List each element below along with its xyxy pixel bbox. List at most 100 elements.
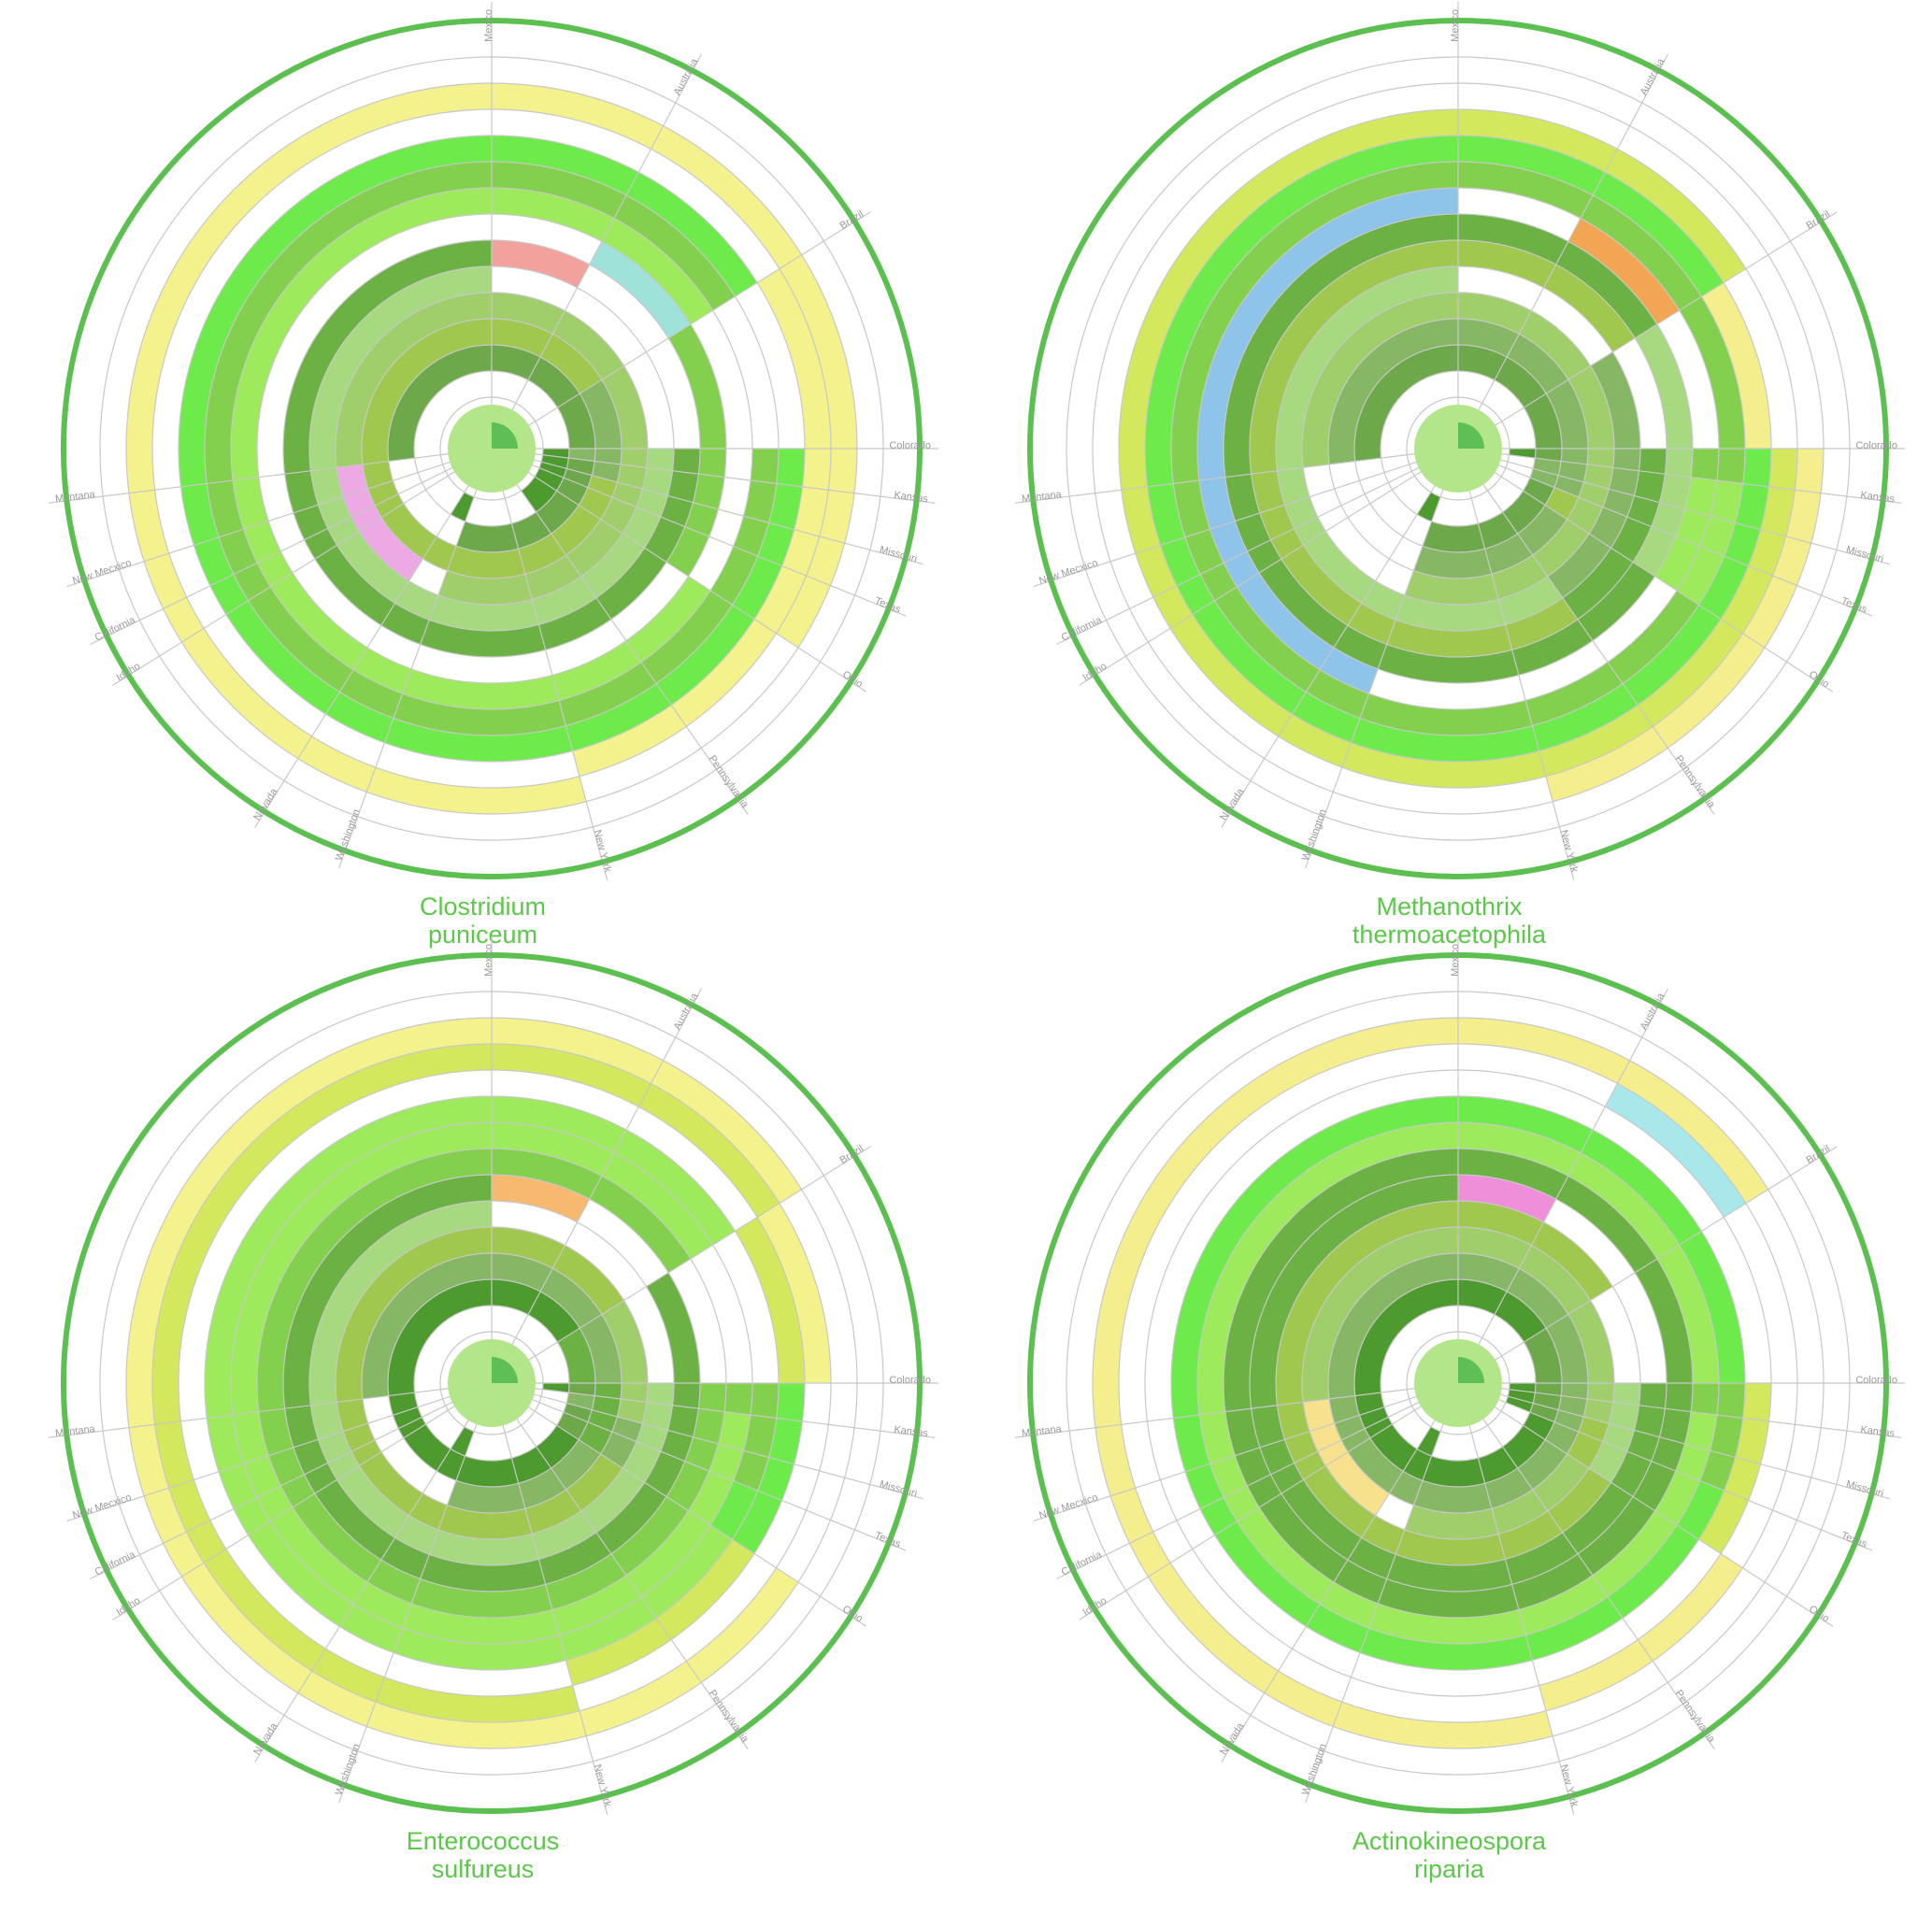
category-label-1-10: New York <box>592 829 614 874</box>
spoke-2-8 <box>1493 470 1834 692</box>
arc-segment-4-24 <box>1654 1411 1717 1525</box>
arc-segment-4-19 <box>1635 1259 1693 1383</box>
hub-4 <box>1414 1339 1502 1427</box>
spoke-2-12 <box>1033 461 1419 588</box>
spoke-2-15 <box>1221 483 1437 828</box>
arc-segment-4-8 <box>1509 1383 1537 1393</box>
arc-segment-1-13 <box>587 475 618 498</box>
category-label-3-4: Colorado <box>889 1375 931 1386</box>
spoke-4-16 <box>1304 1422 1445 1804</box>
arc-segment-3-13 <box>557 1328 595 1383</box>
arc-segment-1-1 <box>492 240 590 288</box>
category-label-3-11: Montana <box>54 1423 96 1439</box>
radial-chart-3: MexicoAustraliaBrazilColoradoKansasMisso… <box>48 936 938 1815</box>
chart-panel-2: Mexico Australia Brazil Colorado Kansas Misso… <box>966 0 1932 956</box>
spoke-1-16 <box>337 488 479 869</box>
spoke-2-16 <box>1304 488 1445 869</box>
arc-segment-1-27 <box>572 619 777 777</box>
category-label-1-4: Colorado <box>889 440 931 451</box>
arc-segment-1-24 <box>757 449 805 566</box>
arc-segment-2-21 <box>1633 449 1693 577</box>
category-label-3-10: New York <box>592 1763 614 1808</box>
spoke-3-16 <box>337 1422 479 1804</box>
spoke-4-15 <box>1221 1418 1437 1763</box>
spoke-1-7 <box>530 464 907 617</box>
spoke-2-3 <box>1493 211 1838 427</box>
arc-segment-4-26 <box>1699 1383 1745 1491</box>
arc-segment-2-33 <box>1538 619 1743 777</box>
chart-title-2-line-1: Methanothrix <box>1376 892 1523 921</box>
arc-group-1 <box>125 83 857 815</box>
spoke-4-11 <box>1014 1387 1417 1438</box>
category-label-1-5: Kansas <box>894 490 929 505</box>
arc-segment-4-11 <box>1545 1395 1587 1454</box>
category-label-3-5: Kansas <box>894 1424 929 1439</box>
category-label-2-10: New York <box>1558 829 1581 874</box>
chart-title-3-line-1: Enterococcus <box>406 1827 560 1855</box>
radial-chart-4: MexicoAustraliaBrazilColoradoKansasMisso… <box>1014 936 1905 1815</box>
spoke-4-8 <box>1493 1405 1834 1627</box>
grid-group-1 <box>48 2 938 880</box>
outer-ring-3 <box>61 952 923 1814</box>
arc-segment-3-21 <box>646 1272 700 1383</box>
spoke-1-11 <box>48 452 451 504</box>
spoke-1-14 <box>112 470 457 686</box>
chart-title-2-line-2: thermoacetophila <box>1352 921 1547 949</box>
hub-2 <box>1414 405 1502 493</box>
spoke-1-3 <box>526 211 871 427</box>
category-label-4-6: Missouri <box>1845 1478 1885 1499</box>
arc-segment-1-17 <box>668 324 726 449</box>
arc-segment-4-31 <box>1538 1553 1743 1711</box>
spoke-2-13 <box>1056 466 1421 646</box>
category-label-2-1: Mexico <box>1450 9 1461 42</box>
category-label-3-6: Missouri <box>879 1478 919 1499</box>
hub-3 <box>448 1339 536 1427</box>
arc-segment-2-29 <box>1724 449 1771 566</box>
arc-segment-4-4 <box>1417 1426 1441 1456</box>
category-label-4-4: Colorado <box>1855 1375 1897 1386</box>
category-label-4-5: Kansas <box>1860 1424 1896 1439</box>
spoke-3-15 <box>254 1418 470 1763</box>
chart-title-4-line-2: riparia <box>1413 1855 1485 1883</box>
spoke-1-8 <box>526 470 867 692</box>
spoke-1-5 <box>533 452 936 504</box>
arc-segment-4-27 <box>1677 1480 1724 1540</box>
spoke-2-14 <box>1079 470 1424 686</box>
arc-segment-2-1 <box>1196 188 1458 694</box>
spoke-1-2 <box>510 53 702 412</box>
outer-ring-2 <box>1027 18 1889 879</box>
spoke-3-10 <box>502 1423 608 1815</box>
spoke-4-9 <box>1481 1417 1715 1749</box>
spoke-4-14 <box>1079 1405 1424 1620</box>
category-label-1-11: Montana <box>54 489 96 505</box>
spoke-3-13 <box>90 1401 454 1580</box>
spoke-3-11 <box>48 1387 451 1438</box>
radial-chart-1: MexicoAustraliaBrazilColoradoKansasMisso… <box>48 2 938 880</box>
arc-segment-2-11 <box>1545 487 1579 520</box>
chart-title-2: Methanothrix thermoacetophila <box>966 892 1932 949</box>
spoke-1-15 <box>254 483 470 828</box>
spoke-2-11 <box>1014 452 1417 504</box>
arc-segment-4-1 <box>1605 1083 1746 1218</box>
arc-segment-4-22 <box>1656 1245 1719 1383</box>
chart-title-3-line-2: sulfureus <box>431 1855 535 1883</box>
spoke-4-2 <box>1477 988 1668 1347</box>
spoke-4-7 <box>1496 1398 1873 1551</box>
arc-group-3 <box>126 1017 831 1749</box>
arc-segment-3-29 <box>735 1217 805 1383</box>
chart-title-1-line-2: puniceum <box>427 921 538 949</box>
arc-segment-2-9 <box>1509 449 1537 459</box>
category-label-4-11: Montana <box>1021 1423 1063 1439</box>
spoke-3-3 <box>526 1146 871 1362</box>
chart-title-3: Enterococcus sulfureus <box>0 1827 966 1883</box>
hub-marker-1 <box>492 422 518 449</box>
arc-group-2 <box>1119 109 1824 802</box>
arc-segment-3-14 <box>592 1383 623 1417</box>
category-label-2-4: Colorado <box>1855 440 1897 451</box>
arc-segment-4-30 <box>1698 1383 1771 1554</box>
radial-chart-2: MexicoAustraliaBrazilColoradoKansasMisso… <box>1014 2 1905 880</box>
category-label-2-11: Montana <box>1021 489 1063 505</box>
outer-ring-1 <box>61 18 923 879</box>
spoke-3-8 <box>526 1405 867 1627</box>
arc-segment-1-8 <box>568 449 596 462</box>
